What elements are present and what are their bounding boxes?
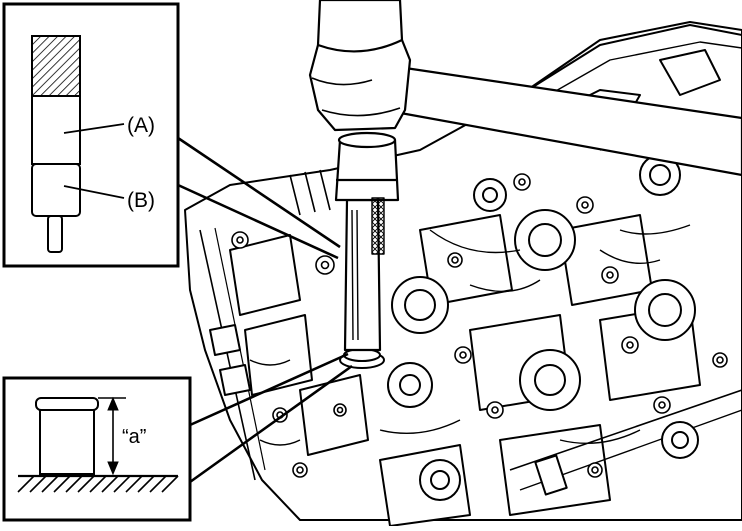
valve-guide-installer-icon bbox=[334, 131, 400, 352]
label-a: (A) bbox=[127, 114, 155, 137]
leader-line-b bbox=[63, 185, 125, 199]
label-b: (B) bbox=[127, 189, 155, 212]
leader-line-a bbox=[63, 123, 125, 134]
ground-hatch-icon bbox=[17, 474, 179, 493]
inset-top: (A) (B) bbox=[2, 2, 180, 268]
valve-guide-profile-icon bbox=[35, 397, 99, 475]
callout-lines bbox=[177, 136, 353, 484]
valve-guide-icon bbox=[339, 348, 385, 369]
hammer-icon bbox=[308, 0, 742, 177]
dimension-label-a: “a” bbox=[122, 426, 146, 448]
inset-bottom: “a” bbox=[2, 376, 192, 522]
tool-profile-icon bbox=[31, 35, 81, 253]
dimension-arrow bbox=[98, 396, 126, 476]
